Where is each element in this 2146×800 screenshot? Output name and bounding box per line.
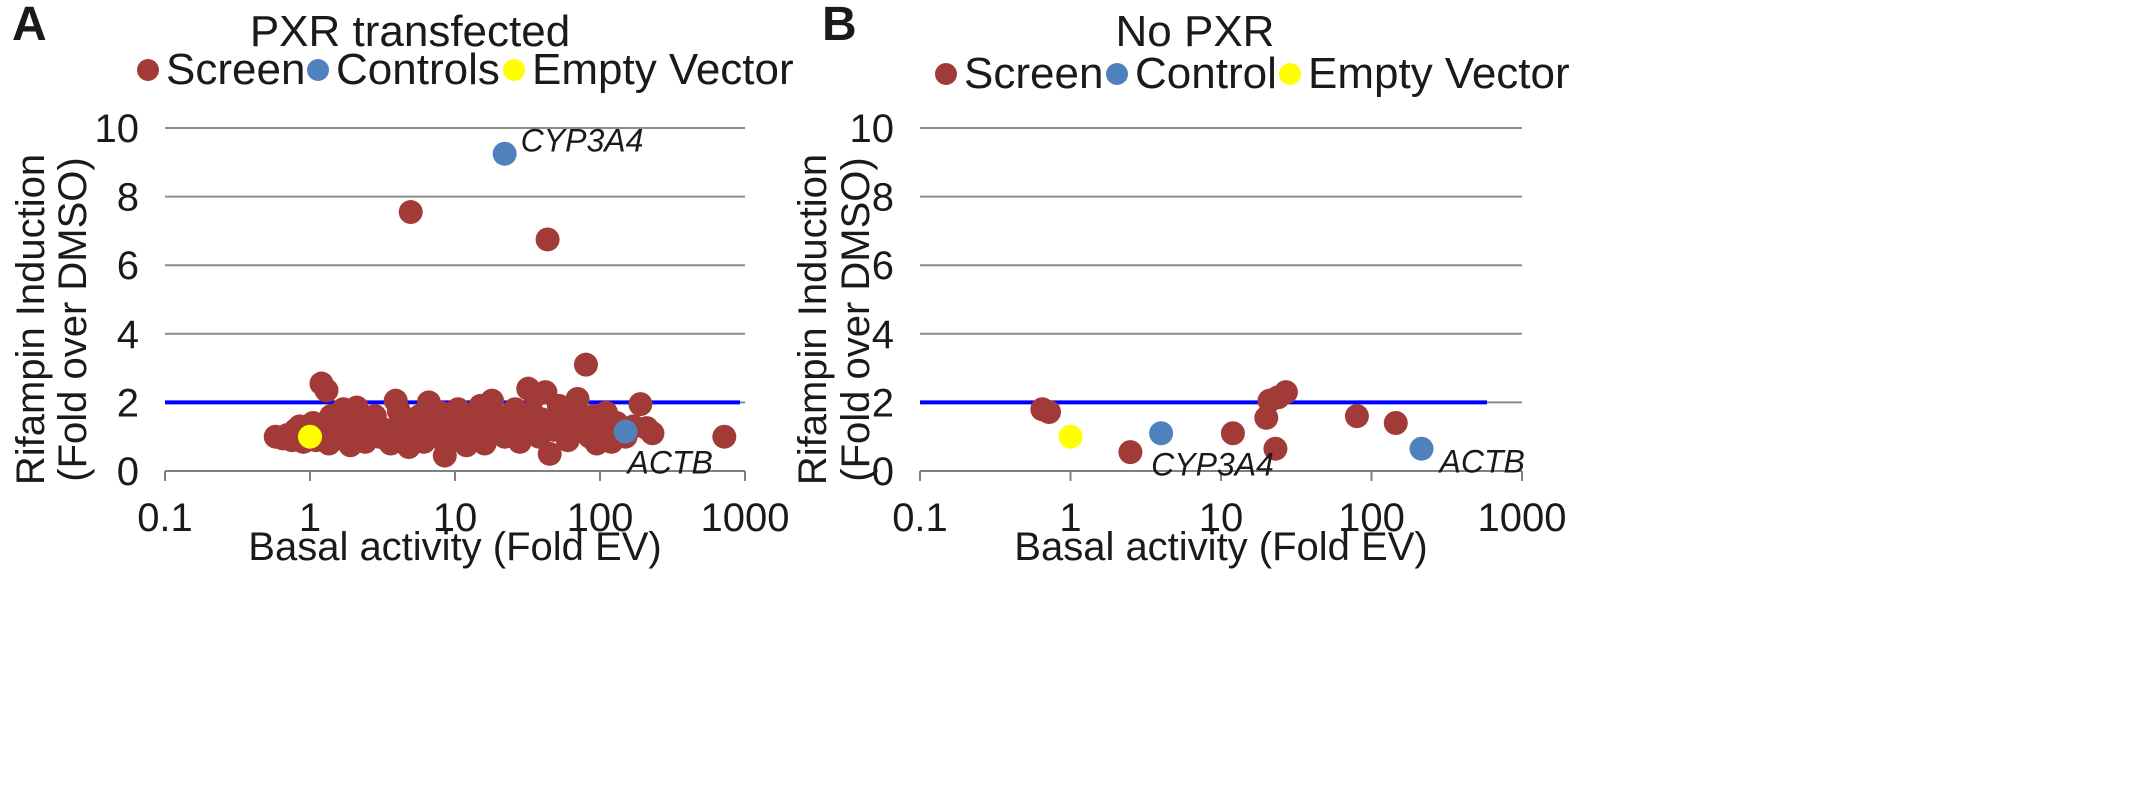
empty_vector-point (1058, 424, 1083, 449)
chart-title: PXR transfected (250, 7, 570, 56)
legend-label: Screen (964, 49, 1103, 98)
control-point (613, 419, 638, 444)
legend-label: Empty Vector (532, 45, 794, 94)
y-axis-label-line2: (Fold over DMSO) (51, 157, 95, 482)
screen-point (1220, 421, 1245, 446)
control-point (1409, 436, 1434, 461)
x-tick-label: 0.1 (137, 496, 193, 540)
legend-label: Control (1135, 49, 1277, 98)
screen-point (640, 421, 665, 446)
legend-marker (307, 59, 329, 81)
annotation-label: CYP3A4 (1151, 446, 1274, 482)
annotation-label: ACTB (1438, 444, 1525, 480)
screen-point (1344, 404, 1369, 429)
x-axis-label: Basal activity (Fold EV) (1014, 525, 1427, 569)
control-point (492, 141, 517, 166)
screen-point (314, 378, 339, 403)
control-point (1149, 421, 1174, 446)
screen-point (537, 441, 562, 466)
empty_vector-point (298, 424, 322, 449)
y-tick-label: 6 (872, 244, 894, 288)
y-tick-label: 4 (117, 313, 139, 357)
annotation-label: ACTB (626, 445, 713, 481)
x-tick-label: 10 (1199, 496, 1244, 540)
x-tick-label: 100 (1338, 496, 1405, 540)
y-axis-label-line1: Rifampin Induction (791, 154, 835, 485)
y-tick-label: 2 (872, 381, 894, 425)
y-tick-label: 0 (117, 450, 139, 494)
screen-point (1037, 400, 1062, 425)
legend-marker (1279, 63, 1301, 85)
x-tick-label: 10 (433, 496, 478, 540)
x-tick-label: 1000 (1478, 496, 1567, 540)
screen-point (573, 352, 598, 377)
y-axis-label-line2: (Fold over DMSO) (834, 157, 878, 482)
y-tick-label: 8 (117, 176, 139, 220)
legend-marker (503, 59, 525, 81)
screen-point (1273, 380, 1298, 405)
screen-point (1263, 436, 1288, 461)
panel-letter: A (12, 0, 47, 51)
screen-point (344, 395, 369, 420)
y-tick-label: 10 (850, 107, 895, 151)
screen-point (398, 200, 423, 225)
screen-point (1383, 410, 1408, 435)
x-tick-label: 0.1 (892, 496, 948, 540)
legend-marker (137, 59, 159, 81)
y-tick-label: 2 (117, 381, 139, 425)
legend-label: Controls (336, 45, 500, 94)
y-tick-label: 6 (117, 244, 139, 288)
screen-point (1118, 440, 1143, 465)
screen-point (712, 424, 737, 449)
y-tick-label: 4 (872, 313, 894, 357)
screen-point (628, 392, 653, 417)
legend-marker (935, 63, 957, 85)
legend-label: Empty Vector (1308, 49, 1570, 98)
y-tick-label: 0 (872, 450, 894, 494)
legend-marker (1106, 63, 1128, 85)
panel-letter: B (822, 0, 857, 51)
x-tick-label: 1 (299, 496, 321, 540)
x-axis-label: Basal activity (Fold EV) (248, 525, 661, 569)
x-tick-label: 1000 (701, 496, 790, 540)
y-tick-label: 8 (872, 176, 894, 220)
legend-label: Screen (166, 45, 305, 94)
y-tick-label: 10 (95, 107, 140, 151)
screen-point (565, 386, 590, 411)
y-axis-label-line1: Rifampin Induction (9, 154, 53, 485)
x-tick-label: 100 (567, 496, 634, 540)
annotation-label: CYP3A4 (521, 123, 644, 159)
x-tick-label: 1 (1059, 496, 1081, 540)
screen-point (535, 227, 560, 252)
chart-title: No PXR (1116, 7, 1275, 56)
